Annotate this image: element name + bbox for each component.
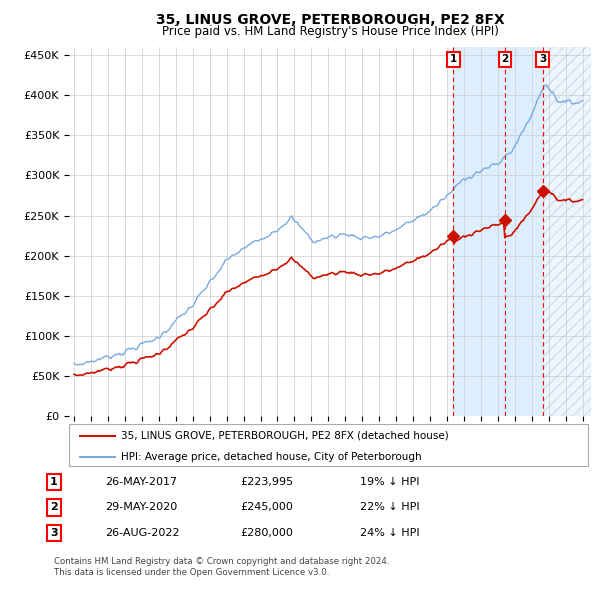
Text: 26-MAY-2017: 26-MAY-2017 xyxy=(105,477,177,487)
Text: £245,000: £245,000 xyxy=(240,503,293,512)
Text: 35, LINUS GROVE, PETERBOROUGH, PE2 8FX: 35, LINUS GROVE, PETERBOROUGH, PE2 8FX xyxy=(155,13,505,27)
Text: 3: 3 xyxy=(50,528,58,537)
Bar xyxy=(542,47,591,416)
Text: £280,000: £280,000 xyxy=(240,528,293,537)
Text: Contains HM Land Registry data © Crown copyright and database right 2024.: Contains HM Land Registry data © Crown c… xyxy=(54,558,389,566)
Text: 1: 1 xyxy=(450,54,457,64)
Text: 19% ↓ HPI: 19% ↓ HPI xyxy=(360,477,419,487)
Bar xyxy=(454,47,542,416)
Text: 35, LINUS GROVE, PETERBOROUGH, PE2 8FX (detached house): 35, LINUS GROVE, PETERBOROUGH, PE2 8FX (… xyxy=(121,431,449,441)
Text: 22% ↓ HPI: 22% ↓ HPI xyxy=(360,503,419,512)
Text: £223,995: £223,995 xyxy=(240,477,293,487)
Text: 1: 1 xyxy=(50,477,58,487)
Text: Price paid vs. HM Land Registry's House Price Index (HPI): Price paid vs. HM Land Registry's House … xyxy=(161,25,499,38)
FancyBboxPatch shape xyxy=(69,424,588,466)
Text: This data is licensed under the Open Government Licence v3.0.: This data is licensed under the Open Gov… xyxy=(54,568,329,577)
Text: 3: 3 xyxy=(539,54,546,64)
Text: 2: 2 xyxy=(501,54,508,64)
Text: 24% ↓ HPI: 24% ↓ HPI xyxy=(360,528,419,537)
Bar xyxy=(542,47,591,416)
Text: HPI: Average price, detached house, City of Peterborough: HPI: Average price, detached house, City… xyxy=(121,452,422,462)
Text: 29-MAY-2020: 29-MAY-2020 xyxy=(105,503,177,512)
Text: 2: 2 xyxy=(50,503,58,512)
Text: 26-AUG-2022: 26-AUG-2022 xyxy=(105,528,179,537)
